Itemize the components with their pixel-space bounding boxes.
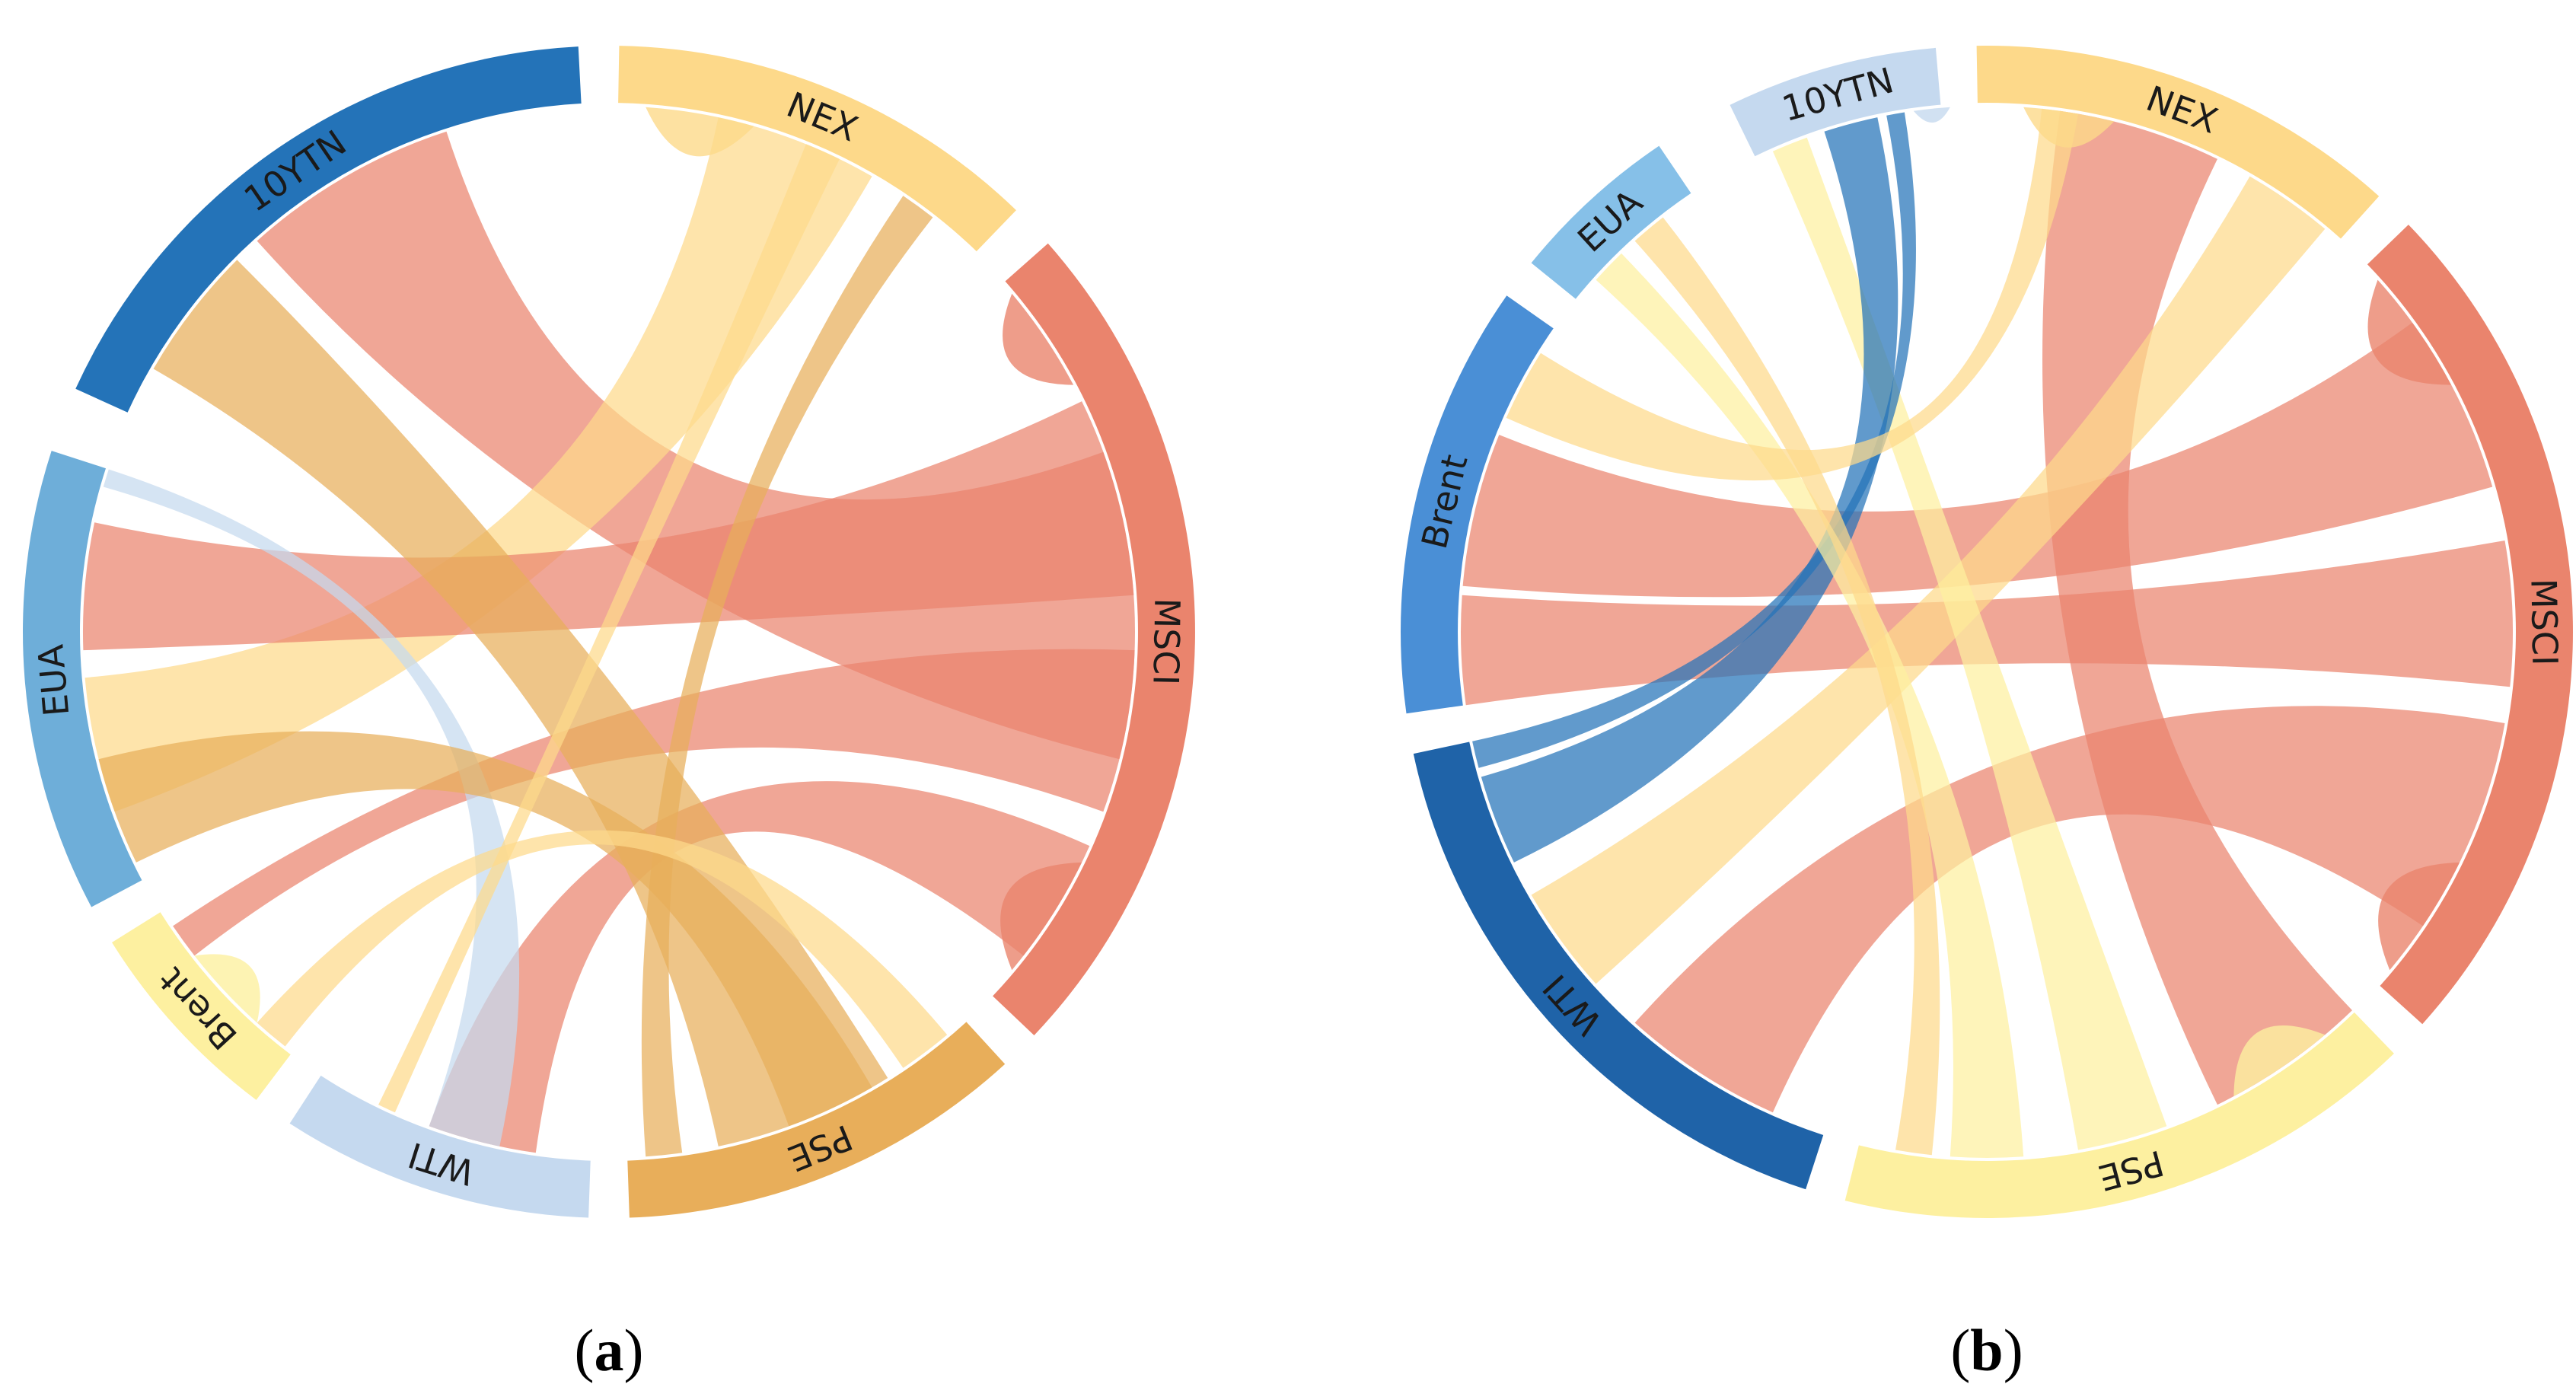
self-loop-b-1 bbox=[2367, 279, 2452, 385]
segment-wti bbox=[289, 1075, 591, 1218]
self-loop-a-2 bbox=[1000, 862, 1082, 971]
chord-a-2 bbox=[82, 401, 1134, 651]
segment-pse bbox=[1844, 1012, 2394, 1218]
segment-brent bbox=[112, 912, 291, 1100]
chord-a-4 bbox=[429, 781, 1090, 1153]
chord-b-3 bbox=[1634, 706, 2505, 1113]
chords-a bbox=[82, 107, 1136, 1157]
chord-a-10 bbox=[257, 830, 948, 1068]
self-loop-b-0 bbox=[2023, 107, 2115, 148]
self-loop-b-2 bbox=[2378, 862, 2460, 971]
segment-nex bbox=[618, 46, 1016, 252]
self-loop-b-3 bbox=[2233, 1025, 2326, 1097]
chord-b-0 bbox=[2042, 110, 2352, 1105]
self-loop-b-4 bbox=[1913, 107, 1950, 123]
chord-b-8 bbox=[1596, 253, 2024, 1158]
chord-b-1 bbox=[1462, 322, 2493, 598]
segment-msci bbox=[2367, 225, 2573, 1025]
chord-a-7 bbox=[98, 731, 872, 1127]
chords-b bbox=[1461, 107, 2513, 1158]
segment-label-msci: MSCI bbox=[1145, 598, 1188, 686]
chord-b-4 bbox=[1531, 176, 2326, 984]
segments-b bbox=[1401, 45, 2573, 1218]
segment-label-eua: EUA bbox=[30, 643, 77, 718]
segment-10ytn bbox=[1730, 47, 1941, 157]
segment-wti bbox=[1413, 741, 1824, 1190]
caption-b: (b) bbox=[1950, 1317, 2023, 1383]
caption-a: (a) bbox=[575, 1317, 644, 1383]
segment-pse bbox=[627, 1022, 1006, 1218]
segment-eua bbox=[23, 451, 142, 907]
chord-a-6 bbox=[103, 469, 520, 1146]
segment-eua bbox=[1531, 145, 1691, 299]
segment-label-msci: MSCI bbox=[2523, 578, 2565, 666]
self-loop-a-3 bbox=[194, 954, 260, 1023]
segments-a bbox=[23, 46, 1195, 1218]
segment-brent bbox=[1401, 295, 1554, 714]
chord-a-8 bbox=[641, 196, 933, 1157]
self-loop-a-1 bbox=[1003, 293, 1074, 385]
chord-a-3 bbox=[173, 649, 1135, 956]
segment-msci bbox=[993, 243, 1195, 1035]
chord-a-1 bbox=[84, 117, 872, 812]
chord-a-9 bbox=[378, 144, 840, 1113]
chord-b-9 bbox=[1634, 217, 1940, 1156]
segment-10ytn bbox=[75, 46, 582, 413]
segment-nex bbox=[1976, 45, 2380, 239]
chord-b-6 bbox=[1481, 117, 1899, 863]
self-loop-a-0 bbox=[646, 107, 754, 157]
